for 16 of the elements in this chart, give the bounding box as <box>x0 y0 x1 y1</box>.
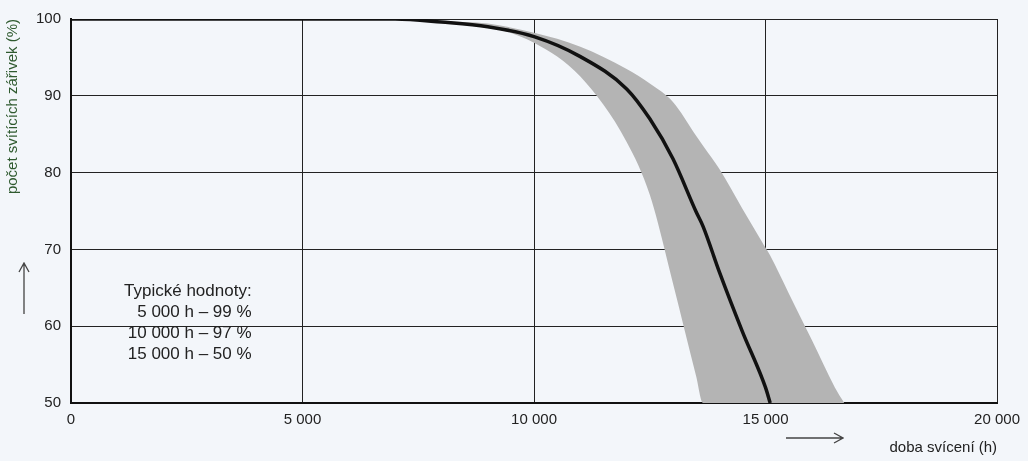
y-tick-label: 60 <box>44 316 62 334</box>
y-tick-label: 90 <box>44 85 62 103</box>
x-tick-label: 20 000 <box>974 410 1021 428</box>
y-tick-label: 50 <box>44 393 62 411</box>
y-tick-label: 80 <box>44 162 62 180</box>
x-axis-title: doba svícení (h) <box>889 438 998 456</box>
y-tick-label: 70 <box>44 239 62 257</box>
y-axis-title: počet svítících zářivek (%) <box>3 19 21 195</box>
x-tick-label: 10 000 <box>511 410 557 428</box>
y-tick-label: 100 <box>36 9 62 27</box>
x-tick-label: 5 000 <box>283 410 322 428</box>
annotation: Typické hodnoty: <box>124 281 252 301</box>
annotation: 15 000 h – 50 % <box>127 344 252 364</box>
x-tick-label: 0 <box>66 410 76 428</box>
x-tick-label: 15 000 <box>742 410 789 428</box>
annotation: 5 000 h – 99 % <box>137 302 252 322</box>
